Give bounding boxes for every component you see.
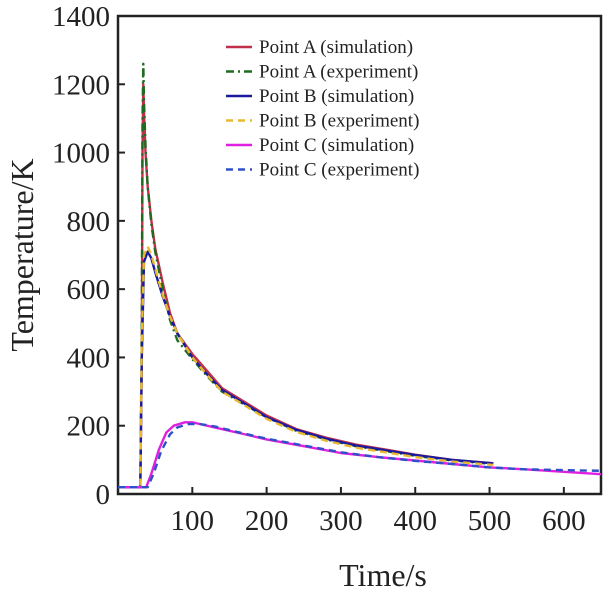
legend-label: Point C (simulation) <box>259 135 414 156</box>
legend-label: Point A (experiment) <box>259 62 418 83</box>
tick-labels: 0 200 400 600 800 1000 1200 1400 100 200 300 400 500… <box>52 1 586 537</box>
plot-frame <box>116 14 603 496</box>
legend-label: Point B (simulation) <box>259 86 414 107</box>
x-tick-label: 400 <box>393 505 437 537</box>
x-tick-label: 100 <box>171 505 215 537</box>
legend-label: Point C (experiment) <box>259 160 419 181</box>
y-tick-label: 600 <box>67 274 111 306</box>
x-axis-title: Time/s <box>339 557 427 593</box>
series-line-point-b-simulation <box>118 250 494 489</box>
y-tick-label: 800 <box>67 206 111 238</box>
y-tick-label: 0 <box>96 479 111 511</box>
y-tick-label: 1200 <box>52 69 110 101</box>
y-axis-title: Temperature/K <box>4 158 40 351</box>
axes <box>116 14 603 496</box>
legend: Point A (simulation) Point A (experiment)… <box>226 37 419 181</box>
y-tick-label: 400 <box>67 342 111 374</box>
x-tick-label: 300 <box>319 505 363 537</box>
series-line-point-c-experiment <box>118 422 602 489</box>
legend-label: Point B (experiment) <box>259 111 419 132</box>
legend-label: Point A (simulation) <box>259 37 413 58</box>
series-lines <box>118 62 602 489</box>
x-tick-label: 600 <box>542 505 586 537</box>
y-tick-label: 200 <box>67 411 111 443</box>
y-tick-label: 1000 <box>52 138 110 170</box>
y-tick-label: 1400 <box>52 1 110 33</box>
series-line-point-b-experiment <box>118 245 494 489</box>
x-tick-label: 500 <box>468 505 512 537</box>
x-tick-label: 200 <box>245 505 289 537</box>
